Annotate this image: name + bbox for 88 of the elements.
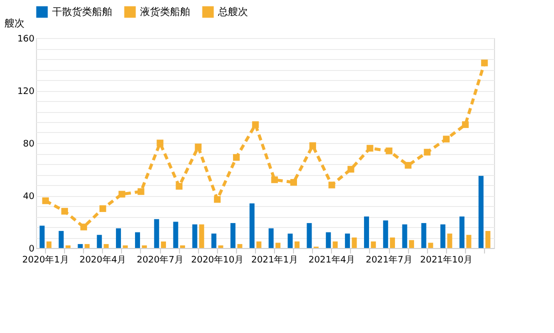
bar xyxy=(421,223,426,248)
point xyxy=(138,188,144,195)
point xyxy=(80,224,88,230)
x-tick-label: 2021年10月 xyxy=(420,254,472,266)
x-tick-label: 2020年7月 xyxy=(136,254,184,266)
x-tick-label: 2020年1月 xyxy=(22,254,69,266)
y-tick-label: 40 xyxy=(23,192,35,202)
bar xyxy=(478,176,484,248)
point xyxy=(348,166,354,173)
point xyxy=(290,179,297,186)
point xyxy=(424,148,431,156)
point xyxy=(386,148,392,154)
x-tick-label: 2021年4月 xyxy=(308,254,356,266)
bar xyxy=(211,234,216,248)
bar xyxy=(154,219,160,248)
point xyxy=(118,190,126,198)
y-tick-label: 160 xyxy=(17,34,35,44)
point xyxy=(442,136,450,142)
legend-label: 干散货类船舶 xyxy=(52,6,112,18)
bar xyxy=(122,245,128,248)
bar xyxy=(306,223,312,248)
bar xyxy=(344,234,350,248)
bar xyxy=(288,234,293,248)
bar xyxy=(332,241,338,248)
x-tick-label: 2020年10月 xyxy=(191,254,244,266)
point xyxy=(214,196,221,203)
bar xyxy=(402,224,408,248)
bar xyxy=(199,224,204,248)
bar xyxy=(428,242,434,248)
point xyxy=(366,144,374,152)
bar xyxy=(364,216,370,248)
bar xyxy=(58,230,64,248)
bar xyxy=(268,228,274,248)
bar xyxy=(78,244,83,248)
bar xyxy=(440,224,446,248)
bar xyxy=(294,241,300,248)
bar xyxy=(96,234,102,248)
bar xyxy=(409,240,414,248)
x-tick-label: 2020年4月 xyxy=(79,254,126,266)
bar xyxy=(256,241,262,248)
bar xyxy=(447,234,452,248)
bar xyxy=(218,245,224,248)
bar xyxy=(250,203,255,248)
y-tick-label: 0 xyxy=(28,244,35,254)
y-tick-label: 120 xyxy=(17,87,35,97)
bar xyxy=(390,238,395,248)
bar xyxy=(116,228,121,248)
bar xyxy=(84,244,90,248)
point xyxy=(194,144,202,150)
bar xyxy=(459,216,464,248)
point xyxy=(481,60,488,66)
bar xyxy=(135,232,140,248)
legend-label: 液货类船舶 xyxy=(140,6,190,18)
point xyxy=(156,140,164,146)
y-axis-title: 艘次 xyxy=(4,18,24,30)
bar xyxy=(192,224,198,248)
bar xyxy=(383,220,388,248)
x-tick-label: 2021年7月 xyxy=(366,254,412,266)
point xyxy=(99,205,106,212)
point xyxy=(61,208,68,215)
bar xyxy=(326,232,331,248)
x-tick-label: 2021年1月 xyxy=(251,254,298,266)
bar xyxy=(275,242,280,248)
point xyxy=(42,197,49,204)
bar xyxy=(485,230,490,248)
point xyxy=(328,182,336,188)
bar xyxy=(230,223,236,248)
point xyxy=(252,121,259,128)
bar xyxy=(160,241,166,248)
point xyxy=(309,142,316,149)
legend-label: 总艘次 xyxy=(217,6,248,18)
point xyxy=(233,154,240,161)
bar xyxy=(66,245,71,248)
point xyxy=(176,182,182,190)
point xyxy=(404,162,412,169)
bar xyxy=(180,245,186,248)
bar xyxy=(104,244,109,248)
point xyxy=(462,121,469,128)
bar xyxy=(142,245,147,248)
y-tick-label: 80 xyxy=(23,140,35,150)
bar xyxy=(466,234,472,248)
bar xyxy=(173,222,178,248)
bar xyxy=(46,241,52,248)
bar xyxy=(40,226,45,248)
bar xyxy=(352,238,357,248)
bar xyxy=(370,241,376,248)
bar xyxy=(237,244,242,248)
point xyxy=(271,176,278,184)
